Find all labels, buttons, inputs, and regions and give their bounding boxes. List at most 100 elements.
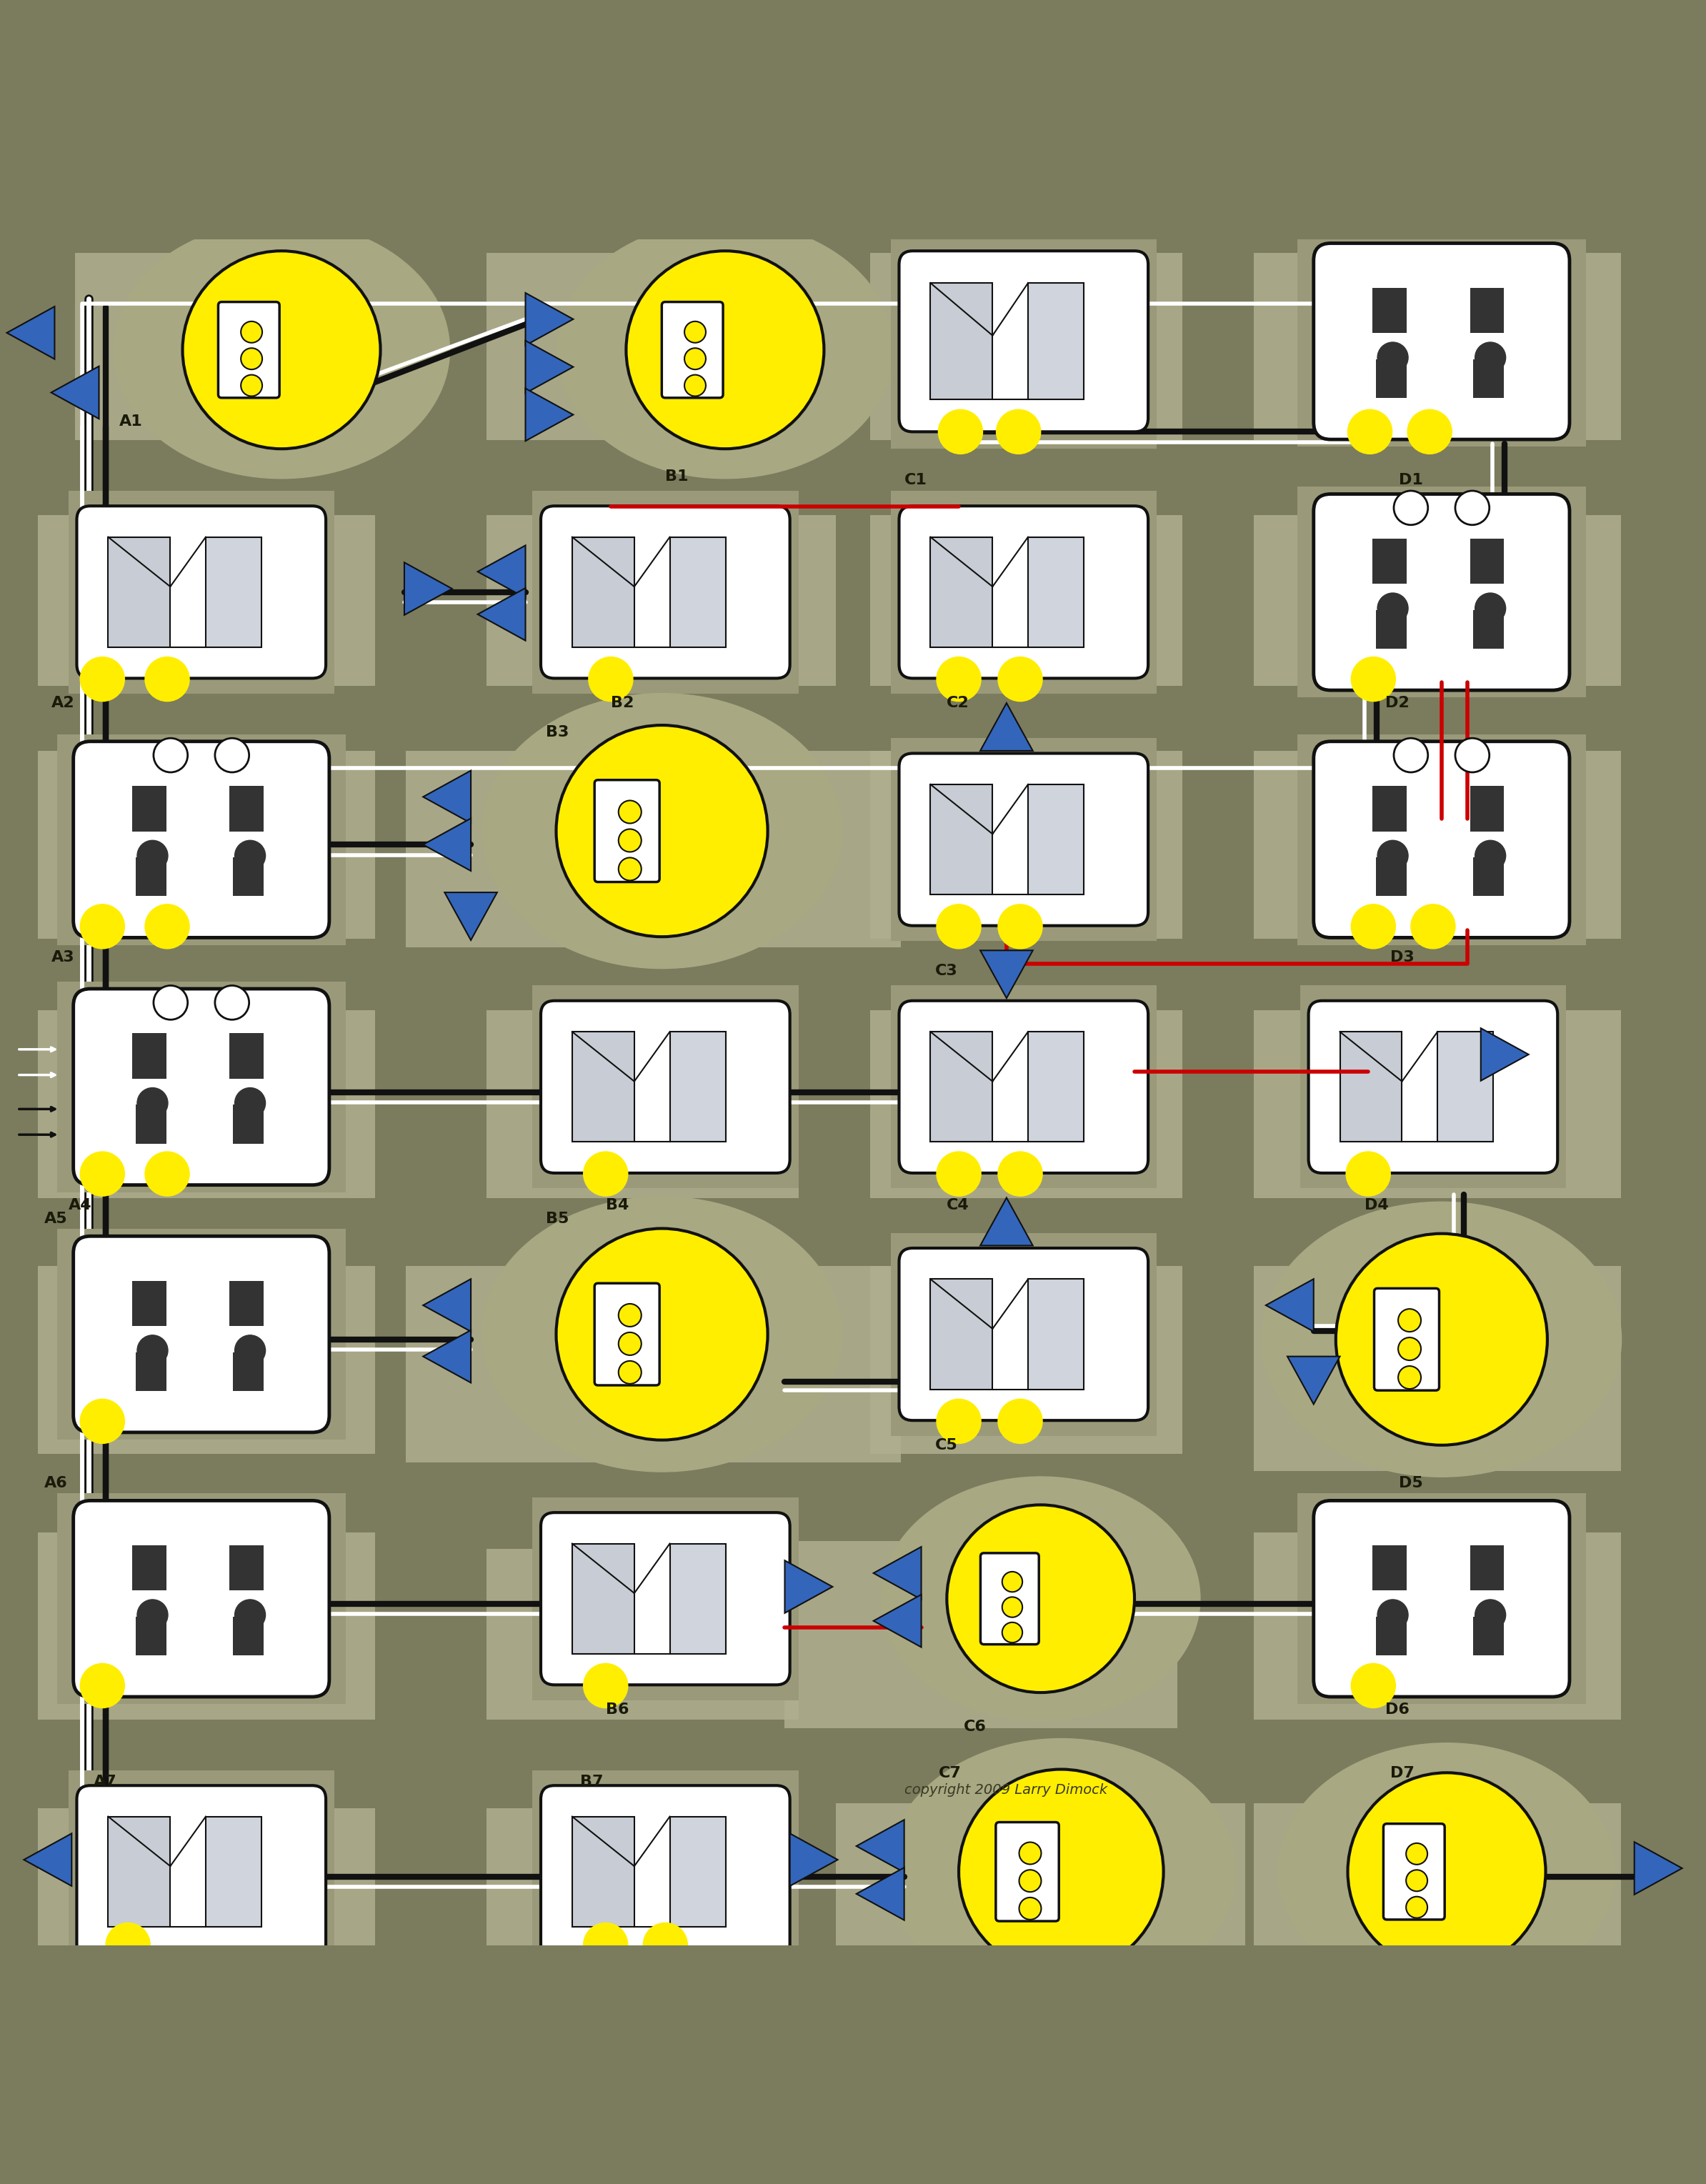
Circle shape — [1336, 1234, 1547, 1446]
Bar — [891, 1232, 1157, 1435]
Circle shape — [80, 1151, 125, 1197]
Text: C7: C7 — [938, 1767, 960, 1780]
Bar — [38, 1808, 375, 1979]
Polygon shape — [24, 1832, 72, 1887]
Circle shape — [1406, 1843, 1428, 1865]
Circle shape — [556, 725, 768, 937]
Bar — [135, 1105, 165, 1144]
Bar — [230, 1280, 264, 1326]
Circle shape — [235, 841, 266, 871]
Text: A4: A4 — [68, 1197, 92, 1212]
Bar — [1254, 253, 1621, 441]
Polygon shape — [785, 1562, 833, 1614]
Polygon shape — [423, 771, 471, 823]
Text: A1: A1 — [119, 415, 143, 428]
Polygon shape — [404, 563, 452, 616]
Circle shape — [1001, 1597, 1022, 1618]
Bar — [1297, 1494, 1585, 1704]
Text: D7: D7 — [1390, 1767, 1414, 1780]
FancyBboxPatch shape — [541, 1514, 790, 1684]
Bar — [1471, 539, 1505, 583]
Circle shape — [1476, 343, 1506, 373]
Circle shape — [937, 904, 981, 948]
Circle shape — [1377, 1599, 1407, 1629]
Bar — [206, 1817, 261, 1926]
Circle shape — [959, 1769, 1163, 1974]
FancyBboxPatch shape — [594, 1284, 660, 1385]
Circle shape — [241, 376, 263, 395]
Bar — [1297, 734, 1585, 946]
Bar — [572, 1544, 635, 1653]
Circle shape — [136, 841, 167, 871]
Bar — [68, 1771, 334, 1972]
Polygon shape — [423, 1280, 471, 1332]
Bar — [670, 1031, 725, 1142]
Text: C5: C5 — [935, 1439, 957, 1452]
Bar — [38, 751, 375, 939]
Text: B2: B2 — [611, 697, 635, 710]
Bar — [670, 1817, 725, 1926]
Bar — [1254, 1267, 1621, 1470]
Text: C1: C1 — [904, 472, 926, 487]
Text: D3: D3 — [1390, 950, 1414, 965]
Bar — [1474, 358, 1505, 397]
Circle shape — [684, 321, 706, 343]
Bar — [406, 751, 901, 948]
Circle shape — [684, 347, 706, 369]
Circle shape — [619, 1361, 641, 1385]
Text: C3: C3 — [935, 963, 957, 978]
Text: D1: D1 — [1399, 472, 1423, 487]
Bar — [1372, 288, 1406, 334]
FancyBboxPatch shape — [1373, 1289, 1440, 1391]
Bar — [1375, 358, 1406, 397]
Polygon shape — [525, 389, 573, 441]
Bar — [891, 738, 1157, 941]
Polygon shape — [981, 703, 1032, 751]
Polygon shape — [445, 893, 496, 939]
FancyBboxPatch shape — [218, 301, 280, 397]
FancyBboxPatch shape — [899, 1247, 1148, 1420]
FancyBboxPatch shape — [996, 1821, 1059, 1922]
FancyBboxPatch shape — [899, 753, 1148, 926]
Bar — [206, 537, 261, 646]
Circle shape — [619, 830, 641, 852]
Text: A7: A7 — [94, 1773, 118, 1789]
Bar — [870, 751, 1182, 939]
Bar — [1471, 1546, 1505, 1590]
Bar — [1375, 609, 1406, 649]
Bar — [56, 981, 345, 1192]
Polygon shape — [873, 1546, 921, 1599]
Circle shape — [154, 985, 188, 1020]
Text: D5: D5 — [1399, 1476, 1423, 1489]
Circle shape — [1455, 491, 1489, 524]
Bar — [56, 734, 345, 946]
Bar — [930, 284, 993, 400]
Bar — [230, 786, 264, 832]
Bar — [1438, 1031, 1493, 1142]
Text: copyright 2009 Larry Dimock: copyright 2009 Larry Dimock — [904, 1782, 1107, 1797]
FancyBboxPatch shape — [1314, 494, 1570, 690]
Circle shape — [145, 904, 189, 948]
Bar — [1372, 786, 1406, 832]
Bar — [406, 1267, 901, 1463]
Bar — [131, 1033, 165, 1079]
Circle shape — [235, 1088, 266, 1118]
Bar — [234, 1616, 264, 1655]
Text: B4: B4 — [606, 1197, 630, 1212]
Circle shape — [1351, 1664, 1396, 1708]
Circle shape — [684, 376, 706, 395]
FancyBboxPatch shape — [594, 780, 660, 882]
Circle shape — [80, 1664, 125, 1708]
FancyBboxPatch shape — [77, 507, 326, 679]
Bar — [870, 1267, 1182, 1455]
FancyBboxPatch shape — [541, 1000, 790, 1173]
Polygon shape — [856, 1819, 904, 1872]
Bar — [1029, 1280, 1083, 1389]
Circle shape — [996, 411, 1041, 454]
Circle shape — [1377, 594, 1407, 625]
Circle shape — [1351, 657, 1396, 701]
FancyBboxPatch shape — [73, 989, 329, 1186]
Polygon shape — [423, 1330, 471, 1382]
Bar — [486, 253, 785, 441]
Circle shape — [998, 1400, 1042, 1444]
